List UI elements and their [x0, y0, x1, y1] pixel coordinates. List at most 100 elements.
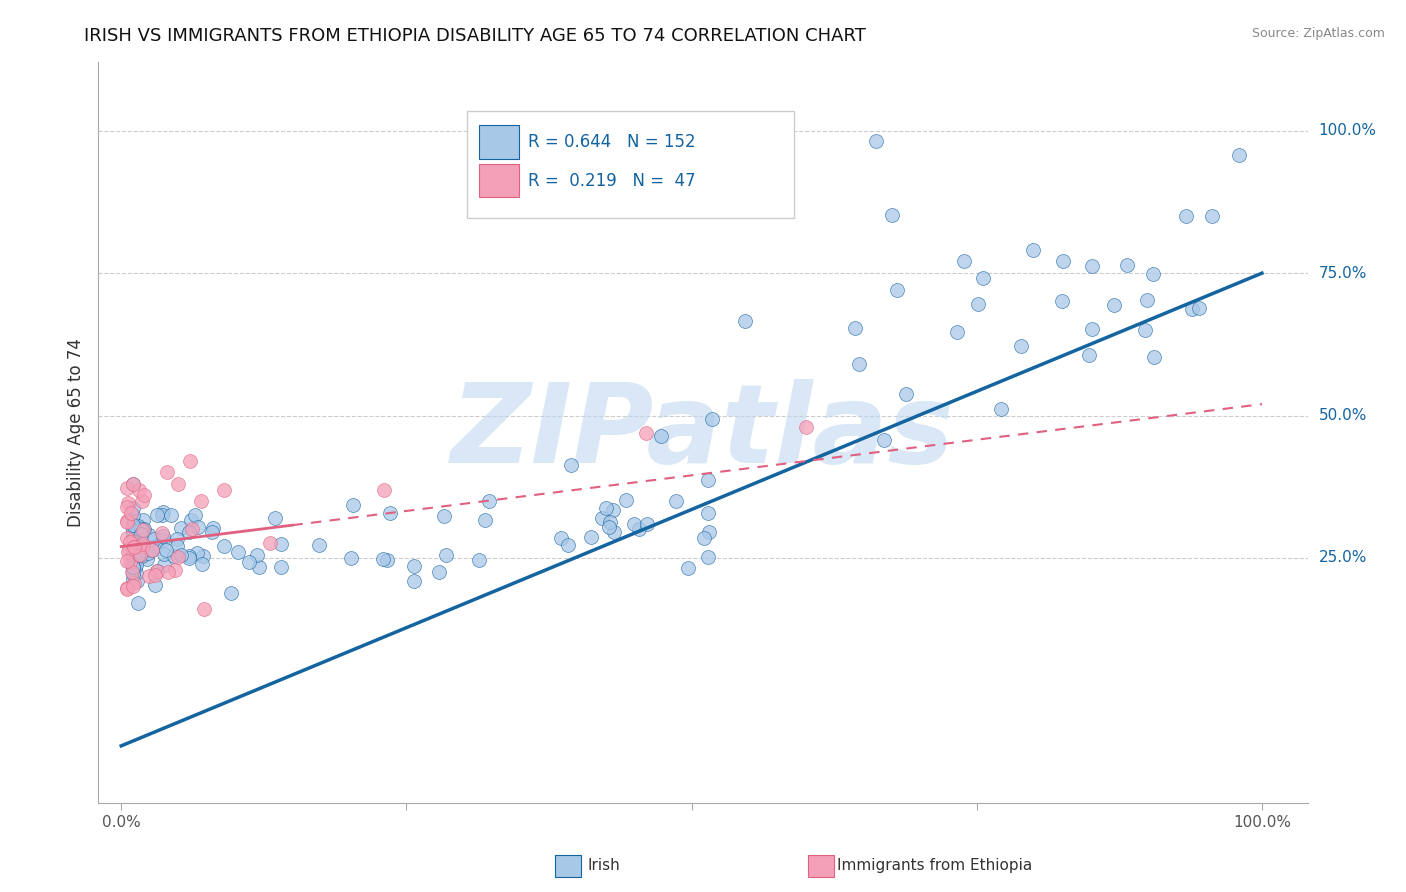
Point: [946, 325, 969, 339]
Point: [121, 549, 143, 563]
Point: [150, 525, 173, 540]
Point: [402, 574, 425, 589]
Point: [966, 296, 988, 310]
Point: [882, 208, 904, 222]
Point: [190, 557, 212, 571]
Point: [122, 575, 145, 590]
Point: [402, 559, 425, 574]
Text: 50.0%: 50.0%: [1319, 408, 1367, 423]
Text: 100.0%: 100.0%: [1319, 123, 1376, 138]
Point: [121, 534, 143, 549]
Point: [121, 535, 143, 549]
Point: [201, 525, 224, 540]
Point: [591, 510, 613, 524]
Point: [1142, 267, 1164, 281]
Point: [478, 494, 501, 508]
Point: [557, 538, 579, 552]
Point: [118, 535, 141, 549]
FancyBboxPatch shape: [479, 164, 519, 197]
Point: [427, 565, 450, 579]
Point: [166, 539, 188, 553]
Point: [146, 564, 169, 578]
Point: [678, 561, 700, 575]
Point: [1022, 244, 1045, 258]
Point: [136, 551, 159, 566]
Point: [121, 476, 143, 491]
Point: [734, 314, 756, 328]
Text: 25.0%: 25.0%: [1319, 550, 1367, 566]
Point: [371, 551, 394, 566]
Point: [121, 563, 143, 577]
Point: [191, 549, 214, 563]
Point: [844, 320, 866, 334]
Point: [128, 540, 150, 554]
Point: [634, 425, 657, 440]
Point: [474, 513, 496, 527]
Point: [121, 562, 143, 576]
Text: IRISH VS IMMIGRANTS FROM ETHIOPIA DISABILITY AGE 65 TO 74 CORRELATION CHART: IRISH VS IMMIGRANTS FROM ETHIOPIA DISABI…: [84, 27, 866, 45]
Point: [696, 550, 718, 565]
Point: [131, 494, 153, 508]
Point: [1175, 209, 1198, 223]
FancyBboxPatch shape: [479, 126, 519, 159]
Point: [115, 500, 138, 515]
Point: [1116, 258, 1139, 272]
Point: [121, 559, 143, 574]
Point: [165, 563, 187, 577]
Point: [157, 565, 180, 579]
Point: [181, 522, 204, 536]
Point: [117, 545, 139, 559]
Point: [156, 466, 179, 480]
Point: [124, 561, 146, 575]
Point: [378, 506, 401, 520]
Point: [201, 521, 224, 535]
Point: [121, 529, 143, 543]
Point: [138, 528, 160, 542]
Point: [342, 498, 364, 512]
Point: [177, 524, 200, 539]
Point: [219, 585, 242, 599]
Point: [308, 538, 330, 552]
Point: [121, 532, 143, 546]
Point: [121, 566, 143, 580]
Point: [122, 540, 145, 554]
Point: [1181, 301, 1204, 316]
Point: [132, 523, 155, 537]
Point: [115, 581, 138, 595]
Text: Immigrants from Ethiopia: Immigrants from Ethiopia: [837, 858, 1032, 872]
Point: [138, 569, 160, 583]
Point: [990, 402, 1012, 417]
Point: [603, 524, 626, 539]
Point: [1201, 209, 1223, 223]
Point: [550, 531, 572, 545]
Point: [120, 506, 142, 520]
Point: [153, 547, 176, 561]
Point: [121, 567, 143, 582]
Point: [894, 386, 917, 401]
Point: [141, 543, 163, 558]
Point: [1135, 323, 1157, 337]
Point: [125, 558, 148, 572]
Point: [167, 476, 190, 491]
Point: [560, 458, 582, 472]
Point: [259, 535, 281, 549]
Point: [794, 420, 817, 434]
Point: [1102, 298, 1125, 312]
Point: [163, 549, 186, 563]
Point: [127, 519, 149, 533]
Point: [121, 476, 143, 491]
Point: [1081, 259, 1104, 273]
Point: [117, 495, 139, 509]
Point: [1188, 301, 1211, 316]
Point: [121, 579, 143, 593]
Point: [145, 568, 167, 582]
Point: [141, 542, 163, 557]
Point: [121, 500, 143, 515]
Point: [602, 503, 624, 517]
Point: [886, 283, 908, 297]
Point: [373, 483, 395, 497]
Point: [121, 523, 143, 537]
Point: [1136, 293, 1159, 307]
Point: [180, 513, 202, 527]
Point: [246, 548, 269, 562]
